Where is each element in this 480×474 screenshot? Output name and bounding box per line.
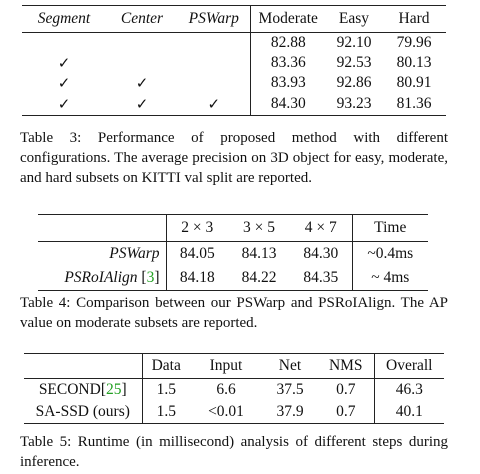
cell-value: 84.05 xyxy=(179,245,215,262)
header-4x7: 4 × 7 xyxy=(290,214,353,242)
header-input: Input xyxy=(190,353,262,379)
cell-input: <0.01 xyxy=(190,401,262,424)
citation-link[interactable]: 25 xyxy=(106,381,122,398)
table-row: ✓ ✓ 83.93 92.86 80.91 xyxy=(22,73,446,93)
table-4-caption: Table 4: Comparison between our PSWarp a… xyxy=(20,295,448,331)
table-5-caption: Table 5: Runtime (in millisecond) analys… xyxy=(20,434,448,470)
cell-method: PSWarp xyxy=(38,241,167,266)
cell-hard: 79.96 xyxy=(396,34,432,51)
table-row: PSRoIAlign [3] 84.18 84.22 84.35 ~ 4ms xyxy=(38,266,428,291)
cell-data: 1.5 xyxy=(142,401,190,424)
cell-method: SECOND[25] xyxy=(24,378,143,401)
cell-net: 37.9 xyxy=(262,401,318,424)
cell-moderate: 84.30 xyxy=(250,93,326,116)
table-row: SA-SSD (ours) 1.5 <0.01 37.9 0.7 40.1 xyxy=(24,401,444,424)
header-segment: Segment xyxy=(22,5,106,33)
table-header-row: Segment Center PSWarp Moderate Easy Hard xyxy=(22,5,446,33)
header-hard: Hard xyxy=(382,5,446,33)
citation-link[interactable]: 3 xyxy=(146,269,155,286)
cell-pswarp xyxy=(178,73,251,93)
cell-moderate: 82.88 xyxy=(270,34,306,51)
header-data: Data xyxy=(142,353,190,379)
cell-method: PSRoIAlign [3] xyxy=(38,266,167,291)
table-header-row: Data Input Net NMS Overall xyxy=(24,353,444,379)
cell-segment: ✓ xyxy=(57,75,71,92)
cell-segment: ✓ xyxy=(22,93,106,116)
table-row: PSWarp 84.05 84.13 84.30 ~0.4ms xyxy=(38,241,428,266)
cell-value: 84.18 xyxy=(166,266,228,291)
header-moderate: Moderate xyxy=(250,5,326,33)
table-3: Segment Center PSWarp Moderate Easy Hard… xyxy=(22,5,446,116)
header-pswarp: PSWarp xyxy=(178,5,251,33)
header-3x5: 3 × 5 xyxy=(228,214,290,242)
table-row: ✓ ✓ ✓ 84.30 93.23 81.36 xyxy=(22,93,446,116)
cell-value: 84.35 xyxy=(290,266,353,291)
cell-time: ~0.4ms xyxy=(367,245,414,262)
cell-easy: 92.86 xyxy=(336,74,372,91)
header-empty xyxy=(38,214,167,242)
header-time: Time xyxy=(352,214,428,242)
cell-value: 84.30 xyxy=(290,241,353,266)
cell-easy: 93.23 xyxy=(326,93,382,116)
cell-hard: 80.91 xyxy=(396,74,432,91)
table-row: SECOND[25] 1.5 6.6 37.5 0.7 46.3 xyxy=(24,378,444,401)
cell-center xyxy=(106,33,178,54)
cell-segment xyxy=(22,33,106,54)
table-4: 2 × 3 3 × 5 4 × 7 Time PSWarp 84.05 84.1… xyxy=(38,214,428,291)
table-header-row: 2 × 3 3 × 5 4 × 7 Time xyxy=(38,214,428,242)
header-easy: Easy xyxy=(326,5,382,33)
cell-overall: 46.3 xyxy=(395,381,423,398)
header-empty xyxy=(24,353,143,379)
cell-hard: 80.13 xyxy=(396,54,432,71)
cell-moderate: 83.93 xyxy=(270,74,306,91)
cell-easy: 92.10 xyxy=(336,34,372,51)
cell-method: SA-SSD (ours) xyxy=(24,401,143,424)
table-row: ✓ 83.36 92.53 80.13 xyxy=(22,53,446,73)
cell-center: ✓ xyxy=(106,93,178,116)
cell-hard: 81.36 xyxy=(382,93,446,116)
header-2x3: 2 × 3 xyxy=(166,214,228,242)
cell-time: ~ 4ms xyxy=(352,266,428,291)
cell-input: 6.6 xyxy=(216,381,236,398)
cell-overall: 40.1 xyxy=(374,401,444,424)
cell-nms: 0.7 xyxy=(318,378,375,401)
cell-pswarp: ✓ xyxy=(178,93,251,116)
table-row: 82.88 92.10 79.96 xyxy=(22,32,446,54)
cell-center xyxy=(106,53,178,73)
cell-center: ✓ xyxy=(135,75,149,92)
header-nms: NMS xyxy=(318,353,375,379)
table-3-caption: Table 3: Performance of proposed method … xyxy=(20,130,448,186)
cell-pswarp xyxy=(178,53,251,73)
cell-easy: 92.53 xyxy=(336,54,372,71)
cell-nms: 0.7 xyxy=(318,401,375,424)
cell-net: 37.5 xyxy=(276,381,304,398)
header-overall: Overall xyxy=(374,353,444,379)
cell-segment: ✓ xyxy=(57,55,71,72)
cell-data: 1.5 xyxy=(156,381,176,398)
header-net: Net xyxy=(262,353,318,379)
cell-pswarp xyxy=(178,32,251,53)
cell-value: 84.13 xyxy=(241,245,277,262)
header-center: Center xyxy=(106,5,178,33)
cell-moderate: 83.36 xyxy=(270,54,306,71)
cell-value: 84.22 xyxy=(228,266,290,291)
table-5: Data Input Net NMS Overall SECOND[25] 1.… xyxy=(24,353,444,424)
